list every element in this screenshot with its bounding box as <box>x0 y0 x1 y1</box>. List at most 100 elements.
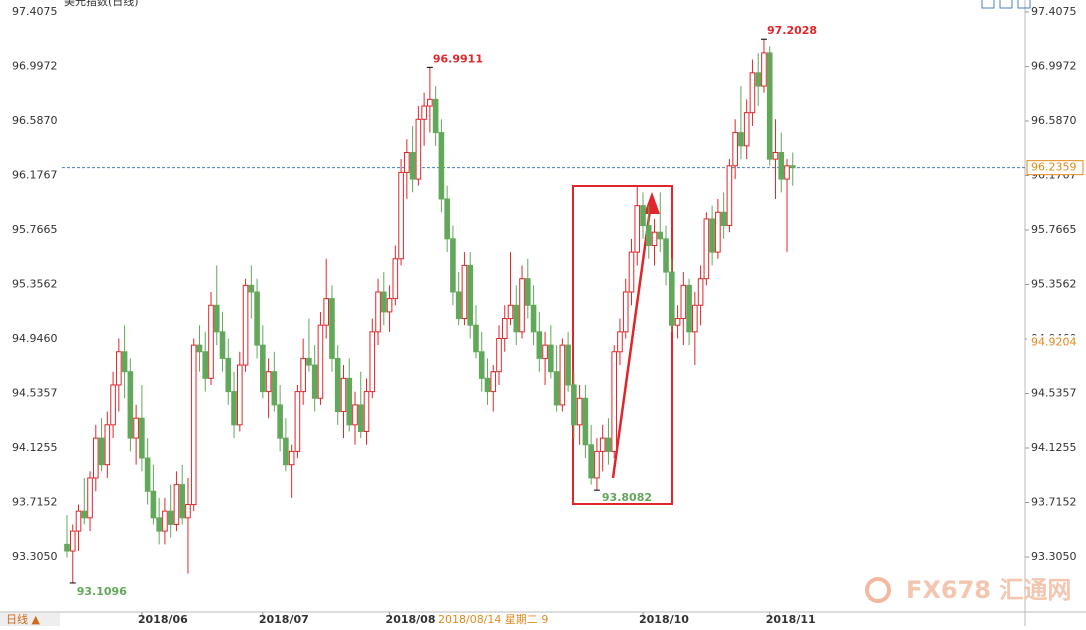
candle-body <box>444 198 450 240</box>
candle-body <box>363 391 370 432</box>
y-tick-label: 94.1255 <box>1031 441 1077 454</box>
candle-body <box>110 384 116 426</box>
trend-arrow <box>611 209 652 479</box>
candle-body <box>680 284 687 320</box>
y-tick-label-left: 96.9972 <box>12 60 58 73</box>
y-tick-label: 93.3050 <box>1031 550 1077 563</box>
x-tick-label: 2018/08 <box>386 613 436 626</box>
candle-body <box>127 371 134 439</box>
candle-body <box>743 112 750 147</box>
candle-body <box>237 364 243 426</box>
candle-body <box>421 105 427 120</box>
watermark: FX678 汇通网 <box>865 576 1071 604</box>
candle-body <box>640 205 646 227</box>
candle-body <box>622 291 629 333</box>
candle-body <box>669 271 675 326</box>
candle-body <box>173 484 180 525</box>
candle-body <box>427 98 433 107</box>
candle-body <box>64 543 70 552</box>
candle-body <box>116 351 122 386</box>
annotation-label: 96.9911 <box>433 52 483 65</box>
candle-body <box>553 371 560 406</box>
candle-body <box>404 152 410 173</box>
candle-body <box>225 357 232 393</box>
candle-body <box>778 152 785 180</box>
candle-body <box>98 437 105 466</box>
candle-body <box>352 404 358 426</box>
chart-title: 美元指数(日线) <box>64 0 139 8</box>
candle-body <box>720 211 727 227</box>
candle-body <box>150 490 157 519</box>
candle-body <box>381 291 387 313</box>
candle-body <box>139 417 145 459</box>
y-tick-label: 97.4075 <box>1031 5 1077 18</box>
candle-body <box>288 450 295 466</box>
candle-body <box>156 517 162 532</box>
watermark-logo <box>865 577 891 603</box>
candle-body <box>306 357 312 366</box>
candle-body <box>248 284 255 293</box>
y-tick-label: 94.5357 <box>1031 387 1077 400</box>
toolbar-icon[interactable] <box>981 0 995 9</box>
candle-body <box>715 211 721 253</box>
candle-body <box>530 304 537 333</box>
candle-body <box>542 344 548 359</box>
y-tick-label-left: 93.3050 <box>12 550 58 563</box>
candle-body <box>144 457 151 492</box>
candle-body <box>709 218 715 253</box>
candle-body <box>501 318 508 339</box>
candle-body <box>133 417 139 439</box>
candle-body <box>582 397 589 446</box>
candle-body <box>496 337 502 373</box>
candle-body <box>311 364 318 399</box>
cursor-date: 2018/08/14 星期二 9 <box>438 613 548 626</box>
candle-body <box>548 344 554 373</box>
y-tick-label-left: 95.7665 <box>12 223 58 236</box>
candle-body <box>697 278 704 306</box>
y-tick-label-left: 94.1255 <box>12 441 58 454</box>
candle-body <box>692 304 698 333</box>
candle-body <box>167 510 174 525</box>
candle-body <box>686 284 692 333</box>
candle-body <box>461 264 468 320</box>
candle-body <box>467 264 473 326</box>
candle-body <box>772 152 779 160</box>
candle-body <box>265 371 272 393</box>
candle-body <box>605 437 612 452</box>
x-tick-label: 2018/11 <box>766 613 816 626</box>
candle-body <box>81 510 88 519</box>
candle-body <box>375 291 381 333</box>
candle-body <box>415 118 422 180</box>
cursor-price-label: 94.9204 <box>1031 335 1077 348</box>
y-tick-label: 93.7152 <box>1031 496 1077 509</box>
price-tag <box>1026 160 1084 176</box>
y-tick-label-left: 96.1767 <box>12 169 58 182</box>
x-tick-label: 2018/10 <box>639 613 689 626</box>
candle-body <box>69 530 76 552</box>
candle-body <box>254 291 260 346</box>
highlight-box <box>572 185 673 505</box>
candle-body <box>732 132 738 167</box>
candle-body <box>300 357 306 393</box>
candle-body <box>761 52 767 87</box>
toolbar-icon[interactable] <box>999 0 1013 9</box>
candle-body <box>185 504 191 519</box>
candle-body <box>634 205 641 253</box>
candle-body <box>317 324 324 399</box>
candle-body <box>386 298 393 313</box>
y-tick-label-left: 93.7152 <box>12 496 58 509</box>
annotation-label: 93.1096 <box>77 585 127 598</box>
candle-body <box>75 510 82 532</box>
toolbar-icon[interactable] <box>1017 0 1031 9</box>
candle-body <box>277 404 283 439</box>
candle-body <box>674 318 681 326</box>
period-label[interactable]: 日线 ▲ <box>6 612 40 626</box>
y-tick-label-left: 94.9460 <box>12 332 58 345</box>
candle-body <box>663 238 669 273</box>
candle-body <box>121 351 128 373</box>
y-tick-label: 96.5870 <box>1031 114 1077 127</box>
candle-body <box>432 98 439 134</box>
candle-body <box>588 444 594 479</box>
period-box[interactable] <box>0 613 60 626</box>
